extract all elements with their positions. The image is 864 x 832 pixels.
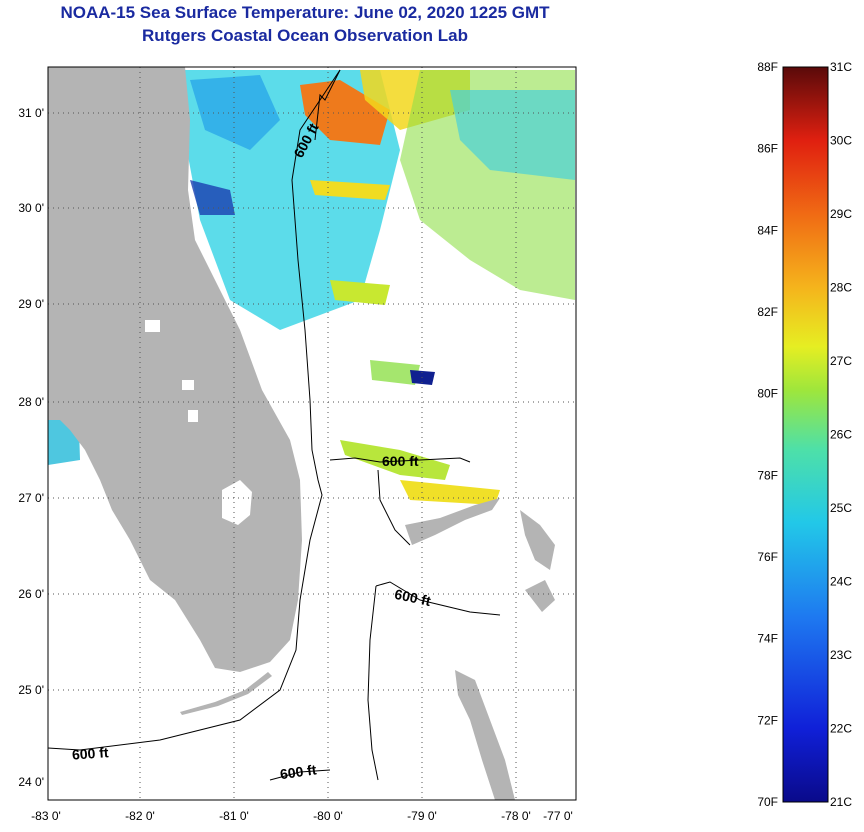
contour-label: 600 ft xyxy=(382,453,419,469)
celsius-tick-label: 25C xyxy=(830,501,852,515)
abaco-island xyxy=(520,510,555,570)
latitude-labels: 31 0' 30 0' 29 0' 28 0' 27 0' 26 0' 25 0… xyxy=(18,106,44,789)
fahrenheit-tick-label: 74F xyxy=(757,632,778,646)
lat-label: 24 0' xyxy=(18,775,44,789)
fahrenheit-tick-label: 72F xyxy=(757,713,778,727)
temperature-colorbar: 88F 86F 84F 82F 80F 78F 76F 74F 72F 70F 31C 30C 29C… xyxy=(757,60,852,809)
fahrenheit-tick-label: 80F xyxy=(757,387,778,401)
fahrenheit-tick-label: 78F xyxy=(757,468,778,482)
celsius-tick-label: 30C xyxy=(830,134,852,148)
colorbar-gradient xyxy=(782,66,829,803)
lon-label: -79 0' xyxy=(407,809,437,823)
contour-label: 600 ft xyxy=(71,744,109,763)
celsius-tick-label: 31C xyxy=(830,60,852,74)
lat-label: 30 0' xyxy=(18,201,44,215)
fahrenheit-tick-label: 70F xyxy=(757,795,778,809)
map-title: NOAA-15 Sea Surface Temperature: June 02… xyxy=(60,3,550,22)
andros-island xyxy=(455,670,515,800)
graticule xyxy=(48,67,576,800)
longitude-labels: -83 0' -82 0' -81 0' -80 0' -79 0' -78 0… xyxy=(31,809,573,823)
lon-label: -81 0' xyxy=(219,809,249,823)
fahrenheit-tick-label: 88F xyxy=(757,60,778,74)
celsius-tick-label: 21C xyxy=(830,795,852,809)
florida-keys xyxy=(180,672,272,715)
celsius-tick-label: 23C xyxy=(830,648,852,662)
fahrenheit-labels: 88F 86F 84F 82F 80F 78F 76F 74F 72F 70F xyxy=(757,60,778,809)
map-subtitle: Rutgers Coastal Ocean Observation Lab xyxy=(142,26,468,45)
celsius-tick-label: 28C xyxy=(830,281,852,295)
lat-label: 28 0' xyxy=(18,395,44,409)
celsius-tick-label: 26C xyxy=(830,428,852,442)
celsius-tick-label: 29C xyxy=(830,207,852,221)
lat-label: 29 0' xyxy=(18,297,44,311)
lon-label: -83 0' xyxy=(31,809,61,823)
lat-label: 31 0' xyxy=(18,106,44,120)
fahrenheit-tick-label: 84F xyxy=(757,223,778,237)
lon-label: -82 0' xyxy=(125,809,155,823)
lat-label: 26 0' xyxy=(18,587,44,601)
grand-bahama xyxy=(405,498,500,545)
lon-label: -77 0' xyxy=(543,809,573,823)
fahrenheit-tick-label: 86F xyxy=(757,142,778,156)
lat-label: 27 0' xyxy=(18,491,44,505)
map-border xyxy=(47,66,577,801)
lon-label: -78 0' xyxy=(501,809,531,823)
celsius-tick-label: 22C xyxy=(830,722,852,736)
celsius-labels: 31C 30C 29C 28C 27C 26C 25C 24C 23C 22C 21C xyxy=(830,60,852,809)
lake-okeechobee xyxy=(222,480,252,525)
contour-label: 600 ft xyxy=(279,761,318,782)
depth-contours xyxy=(48,69,501,781)
contour-label: 600 ft xyxy=(393,586,432,609)
eleuthera xyxy=(525,580,555,612)
lon-label: -80 0' xyxy=(313,809,343,823)
fahrenheit-tick-label: 82F xyxy=(757,305,778,319)
celsius-tick-label: 27C xyxy=(830,354,852,368)
fahrenheit-tick-label: 76F xyxy=(757,550,778,564)
lat-label: 25 0' xyxy=(18,683,44,697)
celsius-tick-label: 24C xyxy=(830,575,852,589)
